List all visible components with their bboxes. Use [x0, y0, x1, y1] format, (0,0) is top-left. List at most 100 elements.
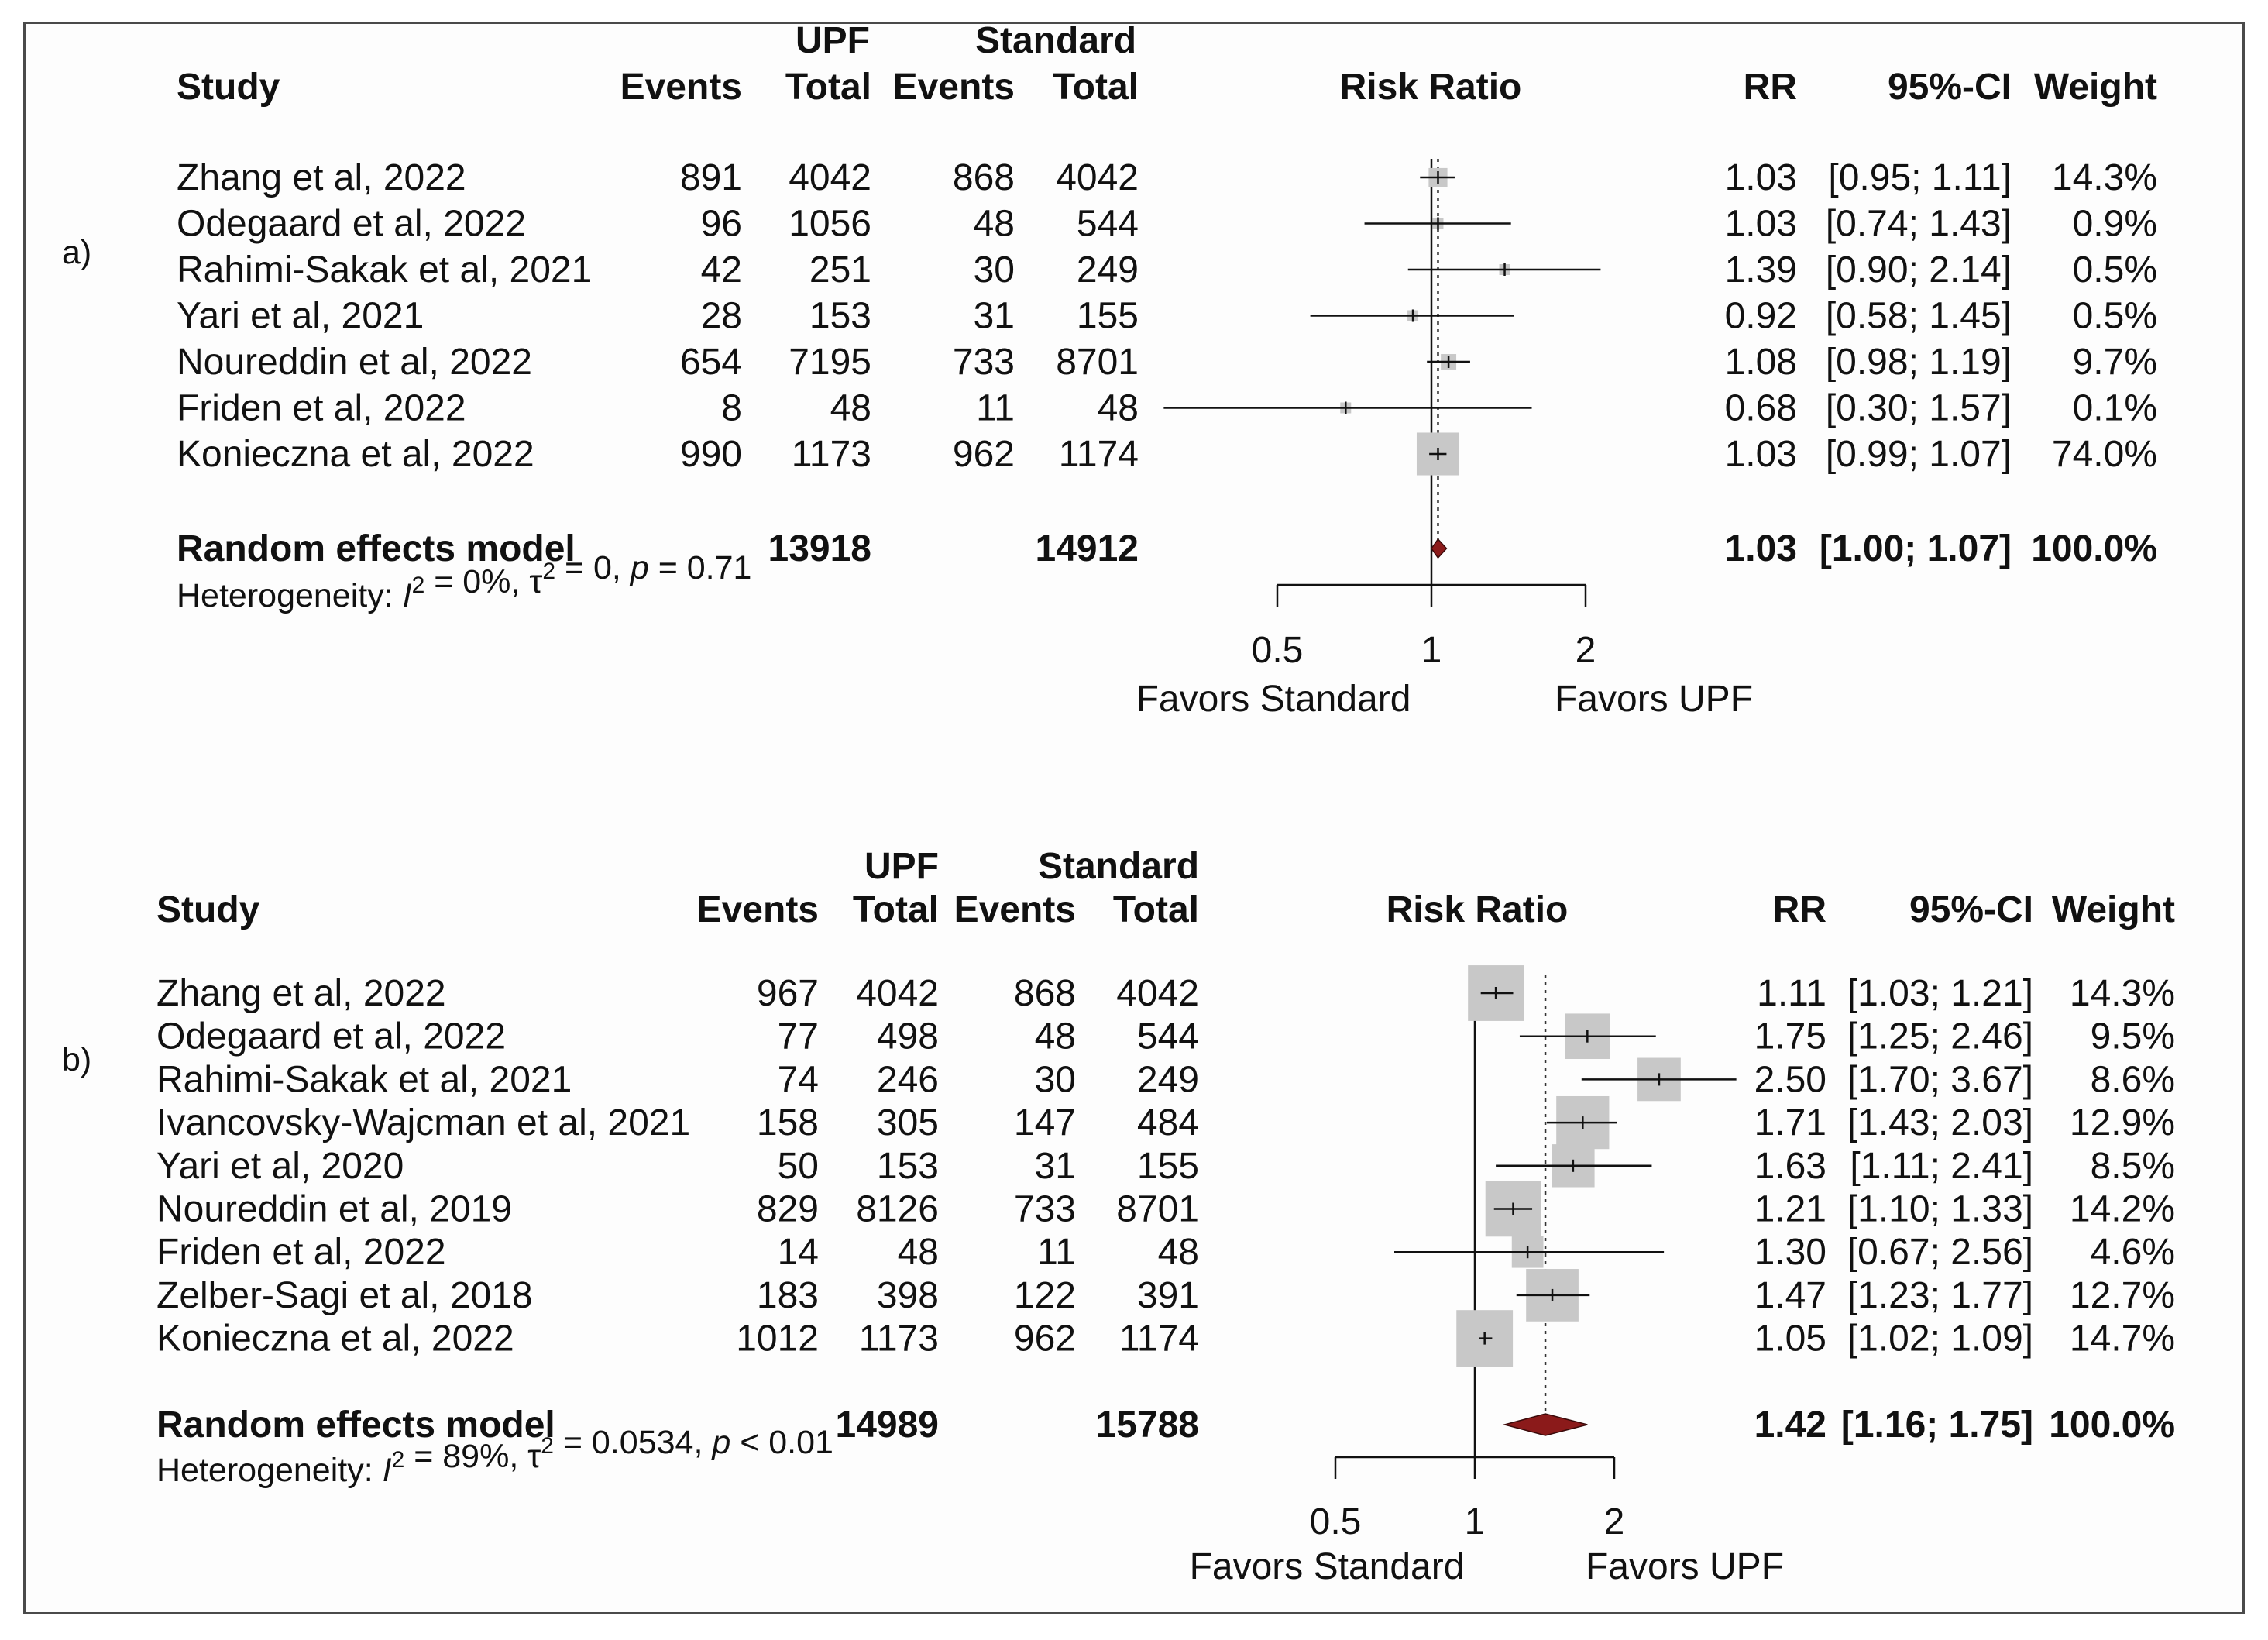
- study-name: Yari et al, 2021: [177, 296, 424, 337]
- study-name: Zhang et al, 2022: [177, 157, 466, 198]
- favors-standard-label: Favors Standard: [1190, 1546, 1465, 1587]
- pooled-total-upf: 14989: [836, 1404, 939, 1446]
- rr-value: 1.05: [1754, 1319, 1826, 1360]
- weight-value: 0.1%: [2073, 388, 2157, 429]
- rr-value: 1.47: [1754, 1275, 1826, 1316]
- events-upf: 42: [701, 249, 742, 291]
- study-name: Zhang et al, 2022: [156, 973, 446, 1014]
- events-standard: 31: [1035, 1146, 1076, 1187]
- header-events-upf: Events: [620, 67, 742, 108]
- weight-value: 12.7%: [2070, 1275, 2175, 1316]
- heterogeneity-part: = 0.71: [649, 549, 752, 586]
- weight-value: 4.6%: [2091, 1232, 2175, 1273]
- weight-value: 12.9%: [2070, 1102, 2175, 1143]
- study-name: Konieczna et al, 2022: [177, 434, 534, 475]
- header-total-standard: Total: [1113, 889, 1199, 930]
- weight-value: 14.3%: [2070, 973, 2175, 1014]
- heterogeneity-part: τ: [527, 1438, 541, 1475]
- header-group-standard: Standard: [1038, 846, 1199, 887]
- total-upf: 305: [877, 1102, 939, 1143]
- rr-value: 2.50: [1754, 1059, 1826, 1100]
- total-upf: 1173: [859, 1319, 939, 1360]
- header-events-standard: Events: [893, 67, 1015, 108]
- total-standard: 484: [1137, 1102, 1199, 1143]
- ci-value: [0.98; 1.19]: [1826, 342, 2012, 383]
- events-upf: 28: [701, 296, 742, 337]
- rr-value: 1.75: [1754, 1016, 1826, 1057]
- header-ci: 95%-CI: [1888, 67, 2012, 108]
- events-upf: 967: [757, 973, 819, 1014]
- x-tick-label: 2: [1604, 1501, 1625, 1542]
- ci-value: [1.43; 2.03]: [1847, 1102, 2033, 1143]
- header-group-upf: UPF: [864, 846, 939, 887]
- events-standard: 31: [974, 296, 1015, 337]
- events-upf: 829: [757, 1189, 819, 1230]
- total-upf: 8126: [856, 1189, 939, 1230]
- pooled-weight: 100.0%: [2049, 1404, 2175, 1446]
- total-standard: 544: [1077, 204, 1139, 245]
- total-standard: 48: [1098, 388, 1139, 429]
- pooled-diamond: [1431, 538, 1448, 559]
- pooled-diamond: [1502, 1413, 1588, 1436]
- panel-label: b): [62, 1041, 91, 1078]
- total-upf: 153: [877, 1146, 939, 1187]
- header-study: Study: [156, 889, 260, 930]
- pooled-total-standard: 14912: [1036, 528, 1139, 569]
- x-tick-label: 2: [1576, 630, 1596, 671]
- favors-upf-label: Favors UPF: [1555, 679, 1753, 720]
- heterogeneity-part: I: [383, 1452, 392, 1489]
- ci-value: [1.03; 1.21]: [1847, 973, 2033, 1014]
- header-total-upf: Total: [785, 67, 871, 108]
- events-upf: 1012: [736, 1319, 819, 1360]
- ci-value: [1.11; 2.41]: [1850, 1146, 2033, 1187]
- ci-value: [0.30; 1.57]: [1826, 388, 2012, 429]
- pooled-ci: [1.00; 1.07]: [1820, 528, 2012, 569]
- header-risk-ratio: Risk Ratio: [1387, 889, 1569, 930]
- header-total-upf: Total: [853, 889, 939, 930]
- total-standard: 8701: [1056, 342, 1139, 383]
- heterogeneity-part: = 0%,: [424, 563, 529, 600]
- total-standard: 4042: [1116, 973, 1199, 1014]
- figure-frame: [23, 22, 2245, 1614]
- study-name: Friden et al, 2022: [156, 1232, 446, 1273]
- header-study: Study: [177, 67, 280, 108]
- total-standard: 1174: [1119, 1319, 1199, 1360]
- heterogeneity-part: Heterogeneity:: [156, 1452, 383, 1489]
- header-events-upf: Events: [697, 889, 819, 930]
- total-standard: 8701: [1116, 1189, 1199, 1230]
- total-upf: 153: [809, 296, 871, 337]
- events-standard: 962: [953, 434, 1015, 475]
- ci-value: [1.70; 3.67]: [1847, 1059, 2033, 1100]
- ci-value: [0.74; 1.43]: [1826, 204, 2012, 245]
- header-total-standard: Total: [1053, 67, 1139, 108]
- study-name: Yari et al, 2020: [156, 1146, 404, 1187]
- rr-value: 1.11: [1757, 973, 1826, 1014]
- events-standard: 122: [1014, 1275, 1076, 1316]
- heterogeneity-text: Heterogeneity: I2 = 0%, τ2 = 0, p = 0.71: [177, 549, 751, 614]
- weight-value: 14.3%: [2052, 157, 2157, 198]
- pooled-label: Random effects model: [177, 528, 576, 569]
- x-tick-label: 1: [1465, 1501, 1486, 1542]
- heterogeneity-part: = 0.0534,: [554, 1424, 712, 1461]
- study-name: Odegaard et al, 2022: [156, 1016, 506, 1057]
- favors-standard-label: Favors Standard: [1136, 679, 1411, 720]
- rr-value: 1.71: [1754, 1102, 1826, 1143]
- weight-value: 0.5%: [2073, 296, 2157, 337]
- total-standard: 249: [1137, 1059, 1199, 1100]
- ci-value: [1.25; 2.46]: [1847, 1016, 2033, 1057]
- rr-value: 1.21: [1754, 1189, 1826, 1230]
- events-upf: 183: [757, 1275, 819, 1316]
- pooled-weight: 100.0%: [2031, 528, 2157, 569]
- total-standard: 544: [1137, 1016, 1199, 1057]
- total-upf: 1173: [792, 434, 871, 475]
- header-events-standard: Events: [954, 889, 1076, 930]
- total-upf: 246: [877, 1059, 939, 1100]
- ci-value: [1.02; 1.09]: [1847, 1319, 2033, 1360]
- heterogeneity-part: p: [710, 1424, 730, 1461]
- rr-value: 1.30: [1754, 1232, 1826, 1273]
- total-upf: 398: [877, 1275, 939, 1316]
- study-name: Noureddin et al, 2019: [156, 1189, 512, 1230]
- weight-value: 14.7%: [2070, 1319, 2175, 1360]
- study-name: Ivancovsky-Wajcman et al, 2021: [156, 1102, 690, 1143]
